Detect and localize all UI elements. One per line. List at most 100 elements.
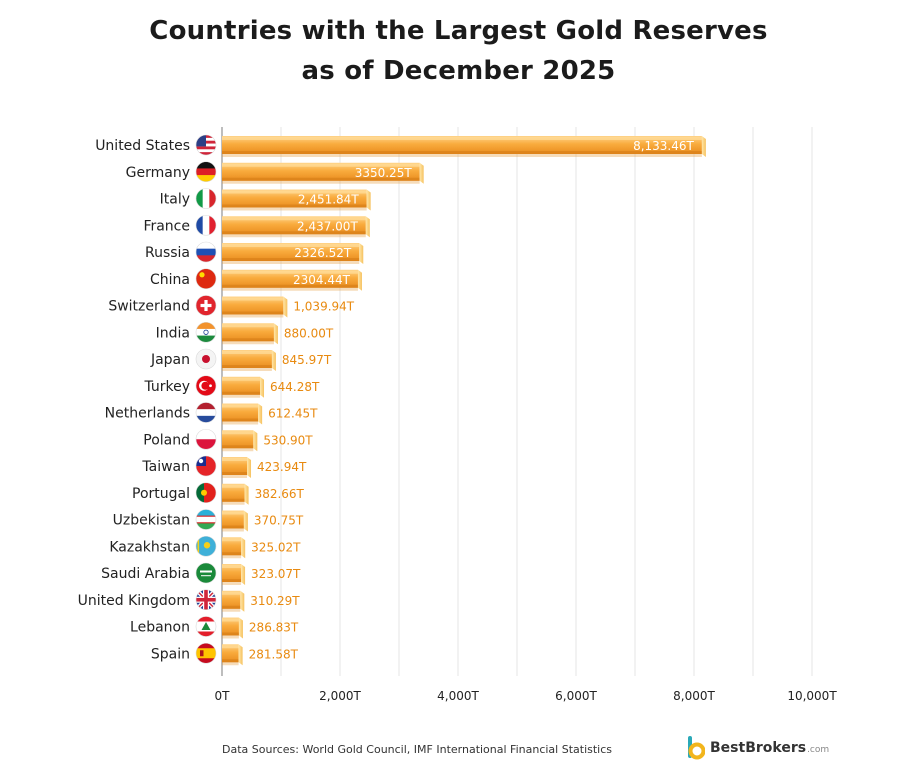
flag-outline — [195, 482, 217, 504]
bar — [222, 296, 288, 318]
flag-outline — [195, 321, 217, 343]
bar — [222, 162, 424, 184]
x-tick-label: 0T — [215, 689, 231, 703]
x-axis-ticks: 0T 2,000T 4,000T 6,000T 8,000T 10,000T — [215, 689, 838, 703]
bar — [222, 457, 252, 478]
category-label: Russia — [145, 245, 190, 261]
flag-outline — [195, 562, 217, 584]
value-label: 2326.52T — [294, 246, 352, 260]
value-label: 1,039.94T — [293, 300, 354, 314]
category-label: Taiwan — [141, 459, 190, 475]
value-label: 382.66T — [255, 487, 305, 501]
flag-fr-icon — [196, 215, 216, 236]
flag-sa-icon — [196, 563, 216, 583]
bar — [222, 376, 265, 398]
flag-tw-icon — [196, 456, 216, 476]
value-label: 370.75T — [254, 514, 304, 528]
bar — [222, 537, 246, 559]
flags — [195, 134, 217, 664]
flag-outline — [195, 642, 217, 664]
flag-outline — [195, 509, 217, 530]
x-tick-label: 8,000T — [673, 689, 715, 703]
flag-outline — [195, 161, 217, 183]
flag-jp-icon — [196, 349, 216, 369]
category-label: Spain — [151, 646, 190, 662]
category-label: Italy — [160, 192, 190, 208]
flag-outline — [195, 295, 217, 316]
flag-outline — [195, 348, 217, 370]
value-label: 644.28T — [270, 380, 320, 394]
bar — [222, 216, 370, 238]
flag-outline — [195, 589, 217, 611]
flag-ru-icon — [196, 242, 216, 262]
flag-us-icon — [196, 135, 216, 155]
flag-outline — [195, 188, 217, 209]
bar — [222, 644, 243, 666]
brand-logo[interactable]: BestBrokers .com — [687, 733, 829, 763]
flag-cn-icon — [196, 268, 216, 289]
value-label: 2,451.84T — [298, 193, 359, 207]
flag-nl-icon — [196, 402, 216, 423]
value-label: 310.29T — [250, 594, 300, 608]
value-label: 845.97T — [282, 353, 332, 367]
category-label: Saudi Arabia — [101, 566, 190, 582]
category-label: Lebanon — [130, 620, 190, 636]
flag-outline — [195, 241, 217, 263]
flag-outline — [195, 402, 217, 423]
value-label: 880.00T — [284, 326, 334, 340]
flag-ch-icon — [196, 295, 216, 316]
flag-outline — [195, 214, 217, 236]
bar — [222, 483, 249, 505]
value-label: 2,437.00T — [297, 219, 358, 233]
bar — [222, 269, 362, 291]
bar — [222, 189, 371, 211]
category-label: Japan — [150, 352, 190, 368]
category-label: China — [150, 272, 190, 288]
flag-pl-icon — [196, 429, 216, 450]
flag-tr-icon — [196, 375, 216, 396]
data-sources-note: Data Sources: World Gold Council, IMF In… — [222, 743, 613, 756]
category-label: Switzerland — [108, 299, 190, 315]
category-labels: United States Germany Italy France Russia Chi… — [78, 138, 190, 662]
category-label: Kazakhstan — [109, 539, 190, 555]
bar — [222, 617, 243, 639]
value-label: 530.90T — [263, 433, 313, 447]
bar — [222, 323, 278, 345]
value-label: 8,133.46T — [633, 139, 694, 153]
flag-outline — [195, 134, 217, 156]
flag-es-icon — [196, 643, 216, 664]
flag-outline — [195, 428, 217, 450]
x-tick-label: 2,000T — [319, 689, 361, 703]
category-label: United Kingdom — [78, 593, 190, 609]
flag-gb-icon — [196, 589, 216, 610]
flag-pt-icon — [196, 482, 216, 503]
flag-in-icon — [196, 322, 216, 343]
flag-outline — [195, 268, 217, 290]
category-label: United States — [95, 138, 190, 154]
category-label: Germany — [126, 165, 190, 181]
value-label: 3350.25T — [355, 166, 413, 180]
flag-outline — [195, 455, 217, 477]
x-tick-label: 6,000T — [555, 689, 597, 703]
value-label: 2304.44T — [293, 273, 351, 287]
value-label: 612.45T — [268, 407, 318, 421]
category-label: Poland — [143, 432, 190, 448]
bar — [222, 564, 246, 585]
chart-title-line-1: Countries with the Largest Gold Reserves — [149, 16, 768, 46]
chart-title-line-2: as of December 2025 — [301, 56, 616, 86]
value-label: 423.94T — [257, 460, 307, 474]
flag-it-icon — [196, 188, 216, 209]
value-label: 286.83T — [249, 621, 299, 635]
bar — [222, 430, 258, 452]
bar — [222, 590, 245, 612]
x-tick-label: 4,000T — [437, 689, 479, 703]
x-tick-label: 10,000T — [787, 689, 837, 703]
value-label: 281.58T — [249, 647, 299, 661]
category-label: India — [156, 325, 190, 341]
category-label: Uzbekistan — [113, 513, 190, 529]
bars — [222, 136, 706, 666]
bar — [222, 350, 276, 371]
bar — [222, 403, 263, 425]
bar — [222, 510, 248, 532]
